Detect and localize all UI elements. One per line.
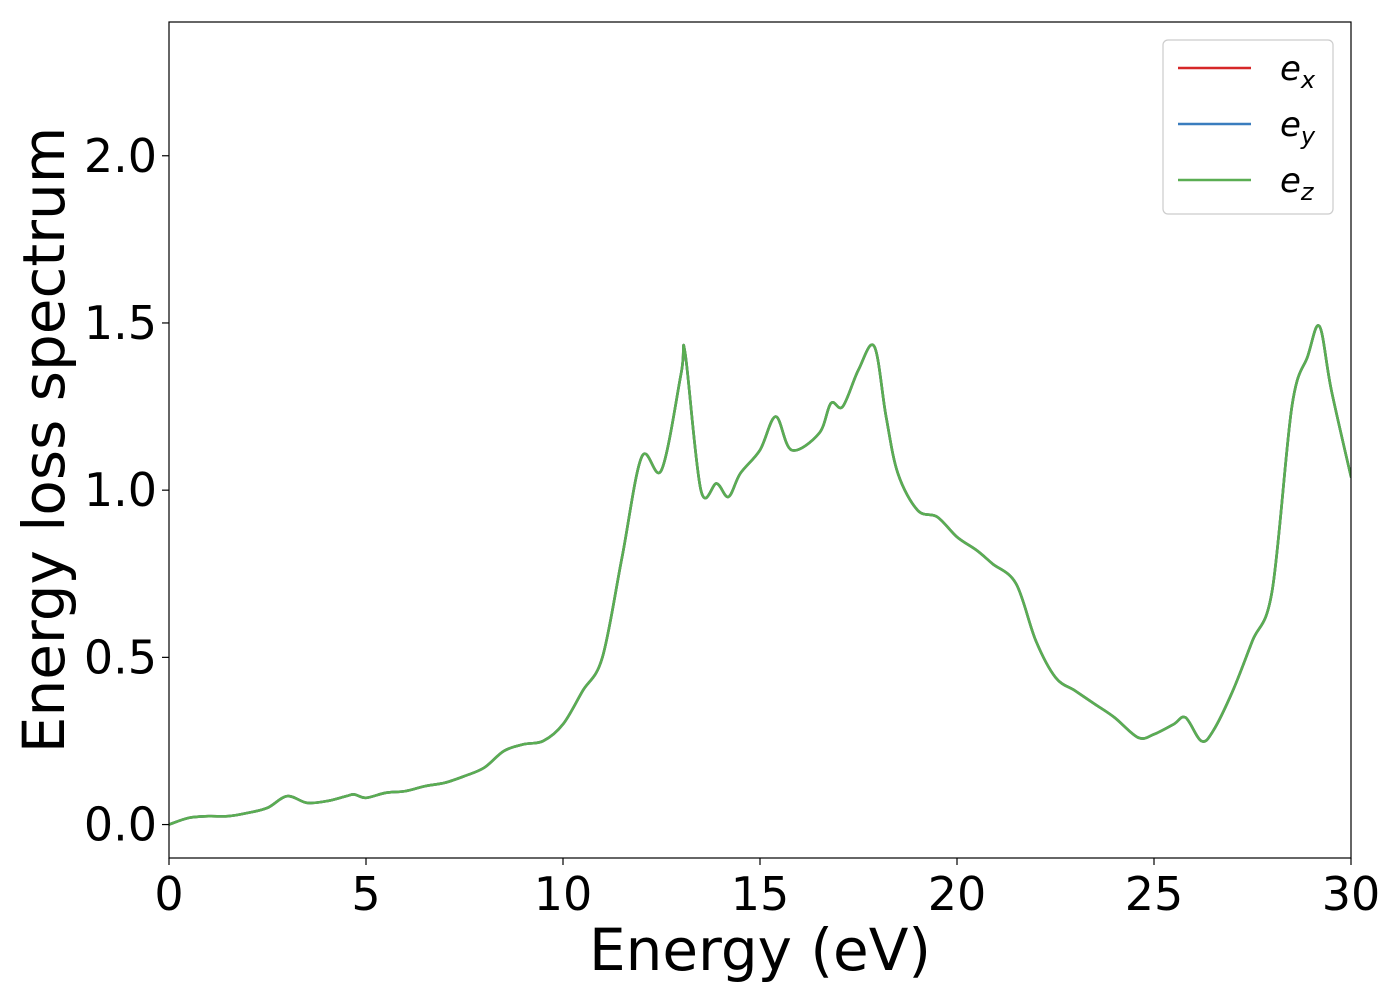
y-tick-label: 1.5 (84, 296, 157, 350)
legend-label-subscript: y (1300, 122, 1316, 150)
legend-label-subscript: x (1300, 66, 1316, 94)
x-tick-label: 20 (928, 867, 987, 921)
x-axis-label: Energy (eV) (589, 916, 931, 984)
plot-area (169, 22, 1351, 858)
legend-label-base: e (1280, 105, 1301, 145)
y-tick-label: 2.0 (84, 129, 157, 183)
x-tick-label: 25 (1125, 867, 1184, 921)
y-tick-label: 0.5 (84, 630, 157, 684)
y-axis: 0.0 0.5 1.0 1.5 2.0 (84, 129, 169, 852)
y-axis-label: Energy loss spectrum (10, 127, 78, 753)
series-layer (169, 324, 1351, 826)
y-tick-label: 0.0 (84, 798, 157, 852)
legend-label-e-y: ey (1280, 105, 1316, 150)
x-tick-label: 15 (731, 867, 790, 921)
x-tick-label: 30 (1322, 867, 1381, 921)
legend-label-base: e (1280, 161, 1301, 201)
legend-label-base: e (1280, 49, 1301, 89)
x-axis: 0 5 10 15 20 25 30 (154, 858, 1380, 921)
legend-label-e-x: ex (1280, 49, 1316, 94)
x-tick-label: 5 (351, 867, 380, 921)
x-tick-label: 10 (534, 867, 593, 921)
legend-label-e-z: ez (1280, 161, 1315, 206)
x-tick-label: 0 (154, 867, 183, 921)
legend-frame (1162, 39, 1334, 215)
legend-label-subscript: z (1300, 178, 1315, 206)
series-line-e-z (169, 324, 1351, 826)
y-tick-label: 1.0 (84, 463, 157, 517)
